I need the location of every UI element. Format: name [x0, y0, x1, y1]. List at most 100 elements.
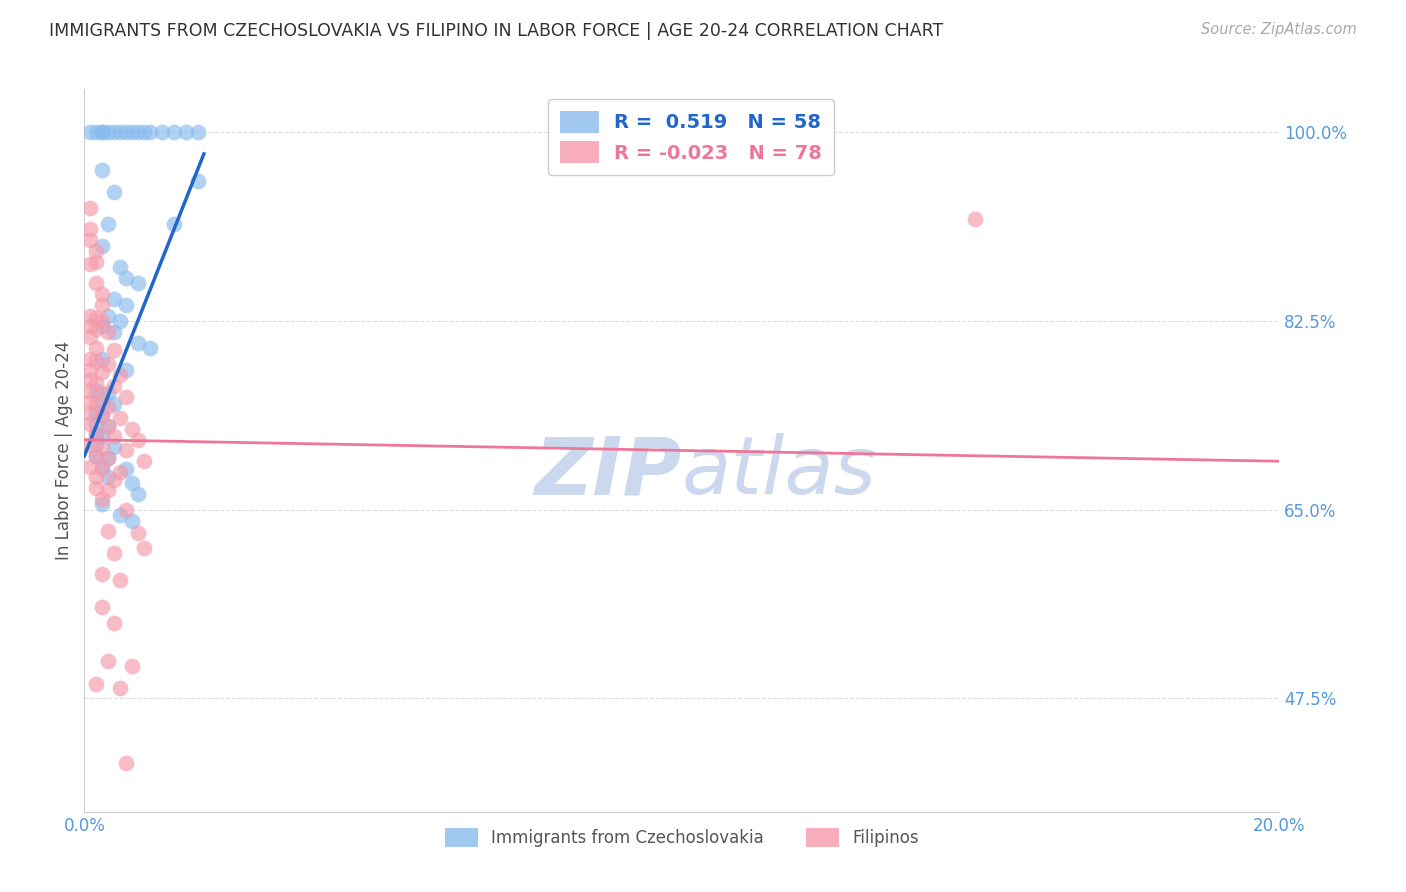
Point [86, 449, 108, 463]
Point [103, 185, 125, 199]
Point [127, 125, 149, 139]
Point [79, 373, 101, 387]
Point [132, 125, 156, 139]
Point [79, 330, 101, 344]
Point [86, 125, 108, 139]
Point [115, 502, 138, 516]
Point [115, 756, 138, 771]
Point [91, 125, 114, 139]
Point [97, 654, 120, 668]
Legend: Immigrants from Czechoslovakia, Filipinos: Immigrants from Czechoslovakia, Filipino… [439, 822, 925, 854]
Point [963, 211, 986, 226]
Point [86, 277, 108, 291]
Point [86, 427, 108, 442]
Point [163, 217, 186, 231]
Point [127, 335, 149, 350]
Point [103, 293, 125, 307]
Text: ZIP: ZIP [534, 434, 682, 511]
Point [103, 325, 125, 339]
Point [97, 309, 120, 323]
Point [86, 254, 108, 268]
Point [91, 319, 114, 334]
Point [187, 125, 209, 139]
Point [97, 125, 120, 139]
Point [150, 125, 173, 139]
Point [79, 351, 101, 366]
Point [97, 325, 120, 339]
Point [115, 362, 138, 376]
Point [91, 395, 114, 409]
Point [86, 417, 108, 431]
Point [86, 397, 108, 411]
Text: atlas: atlas [682, 434, 877, 511]
Point [97, 524, 120, 539]
Point [91, 408, 114, 422]
Point [91, 429, 114, 443]
Point [110, 125, 132, 139]
Point [121, 475, 143, 490]
Point [91, 314, 114, 328]
Point [91, 462, 114, 476]
Point [97, 357, 120, 371]
Point [121, 514, 143, 528]
Point [115, 298, 138, 312]
Point [79, 125, 101, 139]
Point [115, 390, 138, 404]
Point [91, 163, 114, 178]
Point [91, 125, 114, 139]
Point [91, 440, 114, 454]
Point [110, 681, 132, 695]
Point [86, 244, 108, 258]
Point [97, 401, 120, 415]
Point [174, 125, 197, 139]
Text: Source: ZipAtlas.com: Source: ZipAtlas.com [1201, 22, 1357, 37]
Point [91, 567, 114, 582]
Point [91, 238, 114, 252]
Point [110, 465, 132, 479]
Point [79, 309, 101, 323]
Point [91, 599, 114, 614]
Point [121, 125, 143, 139]
Point [86, 677, 108, 691]
Point [97, 483, 120, 498]
Point [79, 222, 101, 236]
Point [86, 341, 108, 355]
Point [110, 260, 132, 274]
Point [121, 659, 143, 673]
Point [86, 427, 108, 442]
Point [79, 459, 101, 474]
Point [86, 449, 108, 463]
Point [103, 429, 125, 443]
Point [103, 440, 125, 454]
Point [79, 406, 101, 420]
Point [86, 481, 108, 495]
Point [127, 433, 149, 447]
Point [91, 365, 114, 379]
Point [115, 462, 138, 476]
Point [103, 473, 125, 487]
Text: IMMIGRANTS FROM CZECHOSLOVAKIA VS FILIPINO IN LABOR FORCE | AGE 20-24 CORRELATIO: IMMIGRANTS FROM CZECHOSLOVAKIA VS FILIPI… [49, 22, 943, 40]
Point [132, 454, 156, 468]
Point [86, 406, 108, 420]
Point [97, 386, 120, 401]
Point [127, 277, 149, 291]
Point [110, 314, 132, 328]
Point [86, 310, 108, 325]
Point [79, 362, 101, 376]
Point [103, 343, 125, 358]
Point [103, 615, 125, 630]
Point [110, 508, 132, 523]
Point [79, 438, 101, 452]
Point [103, 378, 125, 392]
Point [187, 174, 209, 188]
Point [110, 368, 132, 382]
Point [121, 422, 143, 436]
Point [97, 418, 120, 433]
Point [86, 354, 108, 368]
Point [86, 384, 108, 399]
Point [86, 321, 108, 335]
Point [79, 395, 101, 409]
Point [91, 386, 114, 401]
Point [79, 319, 101, 334]
Point [91, 497, 114, 511]
